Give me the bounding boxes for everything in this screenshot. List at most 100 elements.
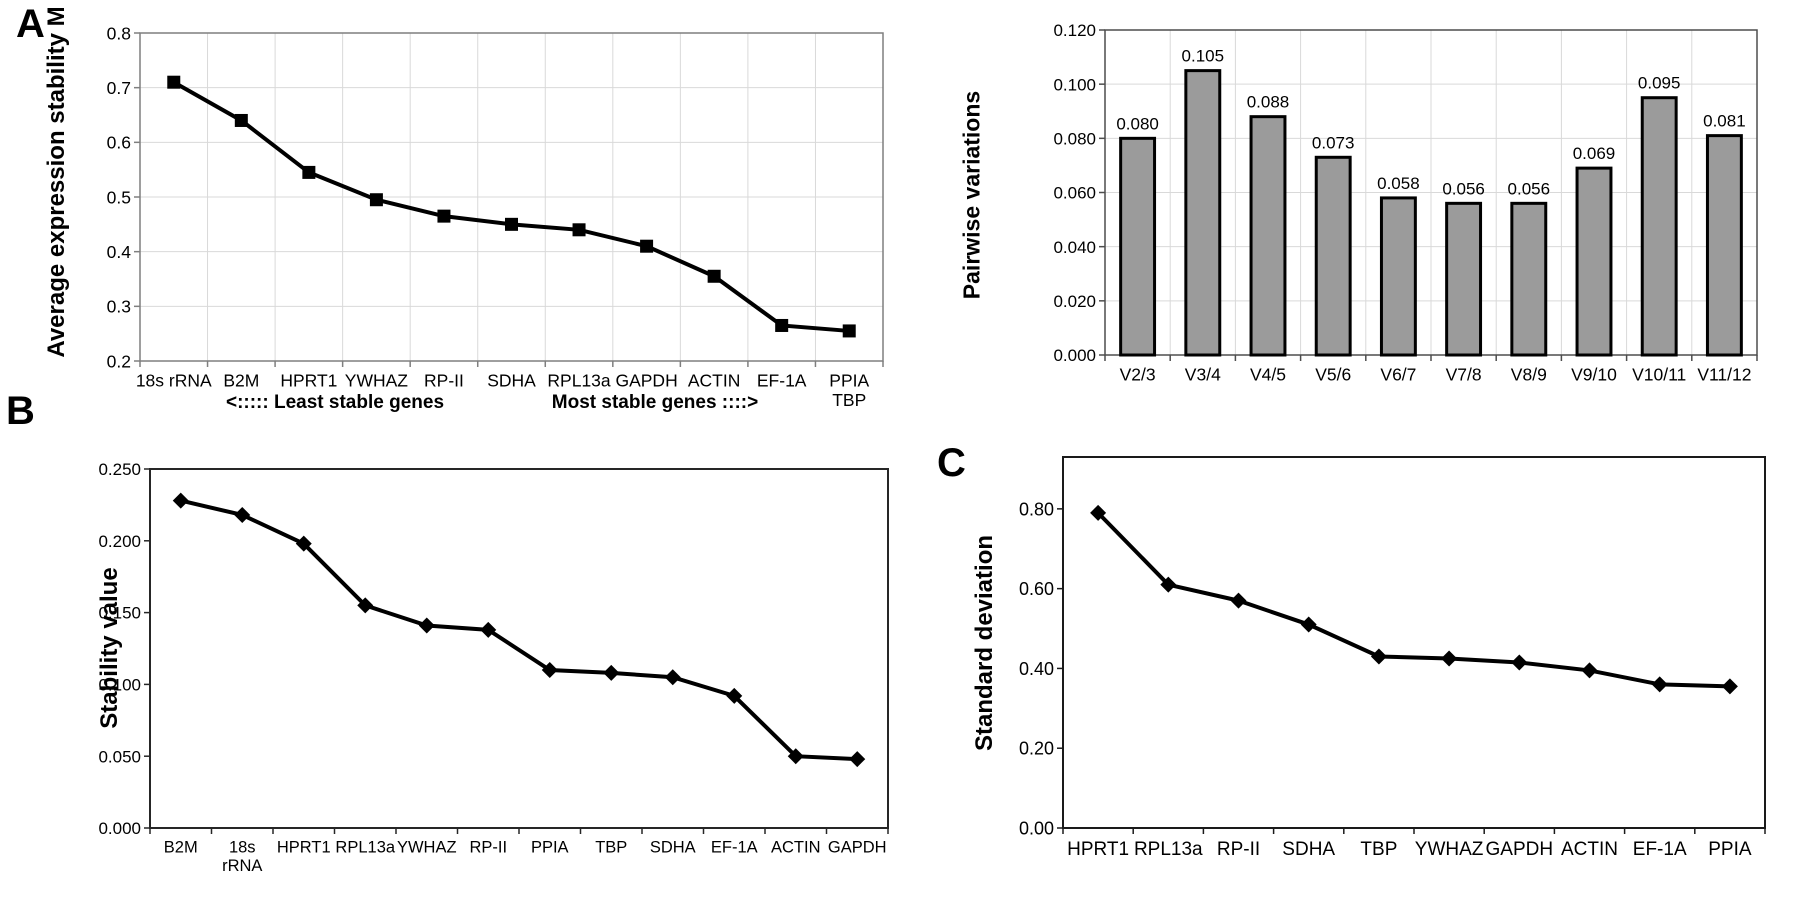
y-tick-label: 0.4 [107,242,132,262]
y-tick-label: 0.040 [1053,238,1096,257]
bar [1510,201,1548,357]
x-tick-label: ACTIN [688,371,741,391]
y-tick-label: 0.5 [107,187,131,207]
bar [1575,166,1613,357]
bar [1119,136,1157,357]
x-tick-label: V3/4 [1185,365,1221,385]
x-tick-label: V5/6 [1315,365,1351,385]
x-tick-label: GAPDH [615,371,677,391]
y-tick-label: 0.080 [1053,129,1096,148]
data-marker [1511,654,1528,671]
data-marker [172,492,189,509]
x-tick-label: YWHAZ [397,839,457,857]
x-tick-label: EF-1A [757,371,807,391]
data-marker [480,621,497,638]
y-tick-label: 0.40 [1019,659,1054,679]
bar-value-label: 0.080 [1116,114,1159,133]
data-marker [640,239,654,253]
x-tick-label: RP-II [424,371,464,391]
x-tick-label: EF-1A [711,839,758,857]
data-marker [1581,662,1598,679]
x-tick-label: V8/9 [1511,365,1547,385]
data-marker [1651,676,1668,693]
data-marker [664,669,681,686]
y-tick-label: 0.000 [1053,346,1096,365]
bar-value-label: 0.095 [1638,74,1681,93]
x-tick-label: HPRT1 [280,371,337,391]
y-tick-label: 0.150 [98,604,141,623]
data-marker [302,165,316,179]
x-tick-label: V2/3 [1120,365,1156,385]
x-tick-label: RPL13a [1134,839,1203,860]
panel-pairwise-variations: Pairwise variations 0.120 0.100 0.080 0.060… [950,0,1795,430]
stability-value-svg: 0.250 0.200 0.150 0.100 0.050 0.000 B2M 18s rRNA… [98,460,889,875]
y-tick-label: 0.6 [107,133,131,153]
x-tick-label: RPL13a [335,839,395,857]
panel-c: C Standard deviation 0.80 0.60 0.40 0.20 0.0… [930,385,1795,914]
x-tick-label: B2M [223,371,259,391]
bar [1379,196,1417,357]
data-marker [505,217,518,231]
panel-a: A Average expression stability M 0.8 0.7 0… [0,0,950,430]
bar [1314,155,1352,357]
bar [1184,69,1222,357]
x-tick-label: V4/5 [1250,365,1286,385]
bar-value-label: 0.056 [1508,179,1551,198]
data-marker [369,193,383,207]
x-tick-label: GAPDH [828,839,887,857]
x-tick-label: SDHA [650,839,696,857]
x-tick-label: HPRT1 [1067,839,1129,860]
y-tick-label: 0.60 [1019,579,1054,599]
y-tick-label: 0.3 [107,297,131,317]
x-tick-label: TBP [595,839,627,857]
y-tick-label: 0.8 [107,23,131,43]
x-tick-label: V6/7 [1380,365,1416,385]
y-tick-label: 0.20 [1019,739,1054,759]
bar-value-label: 0.069 [1573,144,1616,163]
bar [1640,96,1678,357]
data-marker [849,751,866,768]
data-marker [1721,678,1738,695]
y-tick-label: 0.050 [98,747,141,766]
x-tick-label: GAPDH [1486,839,1554,860]
y-tick-label: 0.020 [1053,292,1096,311]
panel-b-letter: B [6,389,35,433]
least-stable-genes-annotation: <::::: Least stable genes [225,392,445,413]
y-tick-label: 0.200 [98,532,141,551]
y-tick-label: 0.060 [1053,184,1096,203]
x-tick-label: ACTIN [771,839,821,857]
data-marker [418,617,435,634]
data-marker [1160,576,1177,593]
data-marker [1300,616,1317,633]
panel-c-letter: C [937,441,966,485]
data-marker [1441,650,1458,667]
x-tick-label: EF-1A [1633,839,1687,860]
data-marker [775,318,789,332]
series-line [180,498,858,762]
bar-value-label: 0.073 [1312,133,1355,152]
standard-deviation-chart: 0.80 0.60 0.40 0.20 0.00 HPRT1 RPL13a RP-II SDHA… [1010,420,1770,890]
data-marker [787,748,804,765]
pairwise-variations-svg: 0.120 0.100 0.080 0.060 0.040 0.020 0.000 V2/3 V… [1053,21,1758,385]
y-tick-label: 0.80 [1019,499,1054,519]
most-stable-genes-annotation: Most stable genes ::::> [551,392,759,413]
y-tick-label: 0.000 [98,819,141,838]
data-marker [295,535,312,552]
x-tick-label: ACTIN [1561,839,1618,860]
x-tick-label: YWHAZ [1415,839,1484,860]
y-tick-label: 0.7 [107,78,131,98]
data-marker [437,209,451,223]
data-marker [167,75,181,89]
y-tick-label: 0.100 [1053,75,1096,94]
y-tick-label: 0.00 [1019,818,1054,838]
y-tick-label: 0.250 [98,460,141,479]
average-expression-stability-chart: 0.8 0.7 0.6 0.5 0.4 0.3 0.2 18s rRNA B2M HPRT1 YWH… [95,8,895,423]
data-marker [234,506,251,523]
bar-value-label: 0.081 [1703,112,1746,131]
data-marker [1090,504,1107,521]
bar-value-label: 0.105 [1182,47,1225,66]
panel-b: B Stability value 0.250 0.200 0.150 0.100 0.… [0,385,930,914]
data-marker [726,687,743,704]
x-tick-label: YWHAZ [345,371,409,391]
